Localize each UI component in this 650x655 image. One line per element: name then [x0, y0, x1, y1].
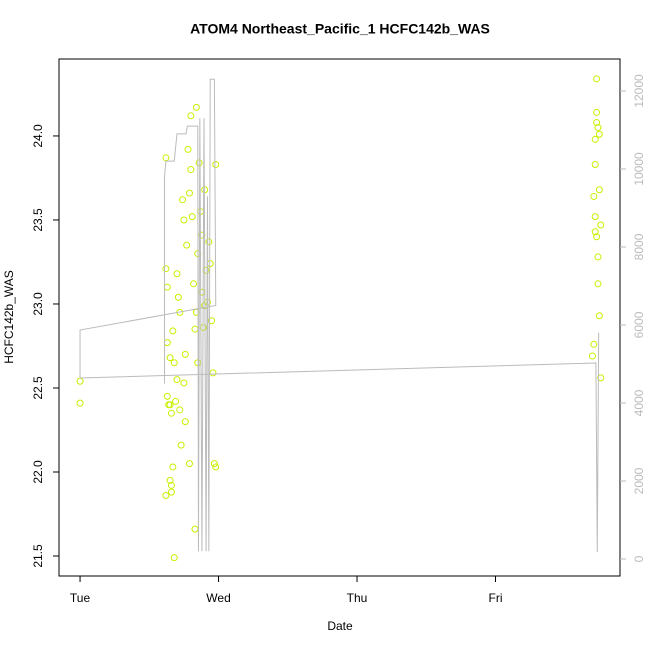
data-point: [184, 145, 192, 153]
data-point: [593, 108, 601, 116]
data-point: [181, 350, 189, 358]
data-point: [166, 401, 174, 409]
data-point: [76, 399, 84, 407]
data-point: [190, 280, 198, 288]
data-point: [185, 189, 193, 197]
data-point: [187, 112, 195, 120]
data-point: [180, 216, 188, 224]
y2-tick-label: 10000: [632, 152, 646, 186]
data-point: [208, 317, 216, 325]
data-point: [212, 463, 220, 471]
data-point: [588, 352, 596, 360]
data-point: [181, 418, 189, 426]
data-point: [185, 460, 193, 468]
data-point: [593, 75, 601, 83]
y2-tick-label: 12000: [632, 74, 646, 108]
y-tick-label: 22.5: [31, 376, 45, 400]
data-point: [187, 166, 195, 174]
data-point: [167, 409, 175, 417]
data-point: [169, 327, 177, 335]
data-point: [597, 374, 605, 382]
data-point: [195, 159, 203, 167]
data-point: [174, 293, 182, 301]
data-point: [162, 492, 170, 500]
y2-tick-label: 0: [632, 555, 646, 562]
data-point: [180, 379, 188, 387]
data-point: [177, 441, 185, 449]
data-point: [176, 406, 184, 414]
x-tick-label: Fri: [489, 591, 503, 605]
x-axis-label: Date: [327, 619, 353, 633]
y-tick-label: 24.0: [31, 124, 45, 148]
data-point: [183, 241, 191, 249]
data-point: [167, 488, 175, 496]
data-point: [167, 481, 175, 489]
data-point: [170, 359, 178, 367]
y-axis-label: HCFC142b_WAS: [2, 270, 16, 364]
x-tick-label: Tue: [70, 591, 91, 605]
data-point: [590, 340, 598, 348]
data-point: [172, 397, 180, 405]
data-point: [594, 253, 602, 261]
data-point: [591, 161, 599, 169]
plot-frame: [58, 58, 621, 577]
data-point: [170, 554, 178, 562]
data-point: [188, 213, 196, 221]
altitude-line: [79, 78, 600, 552]
data-point: [212, 161, 220, 169]
y-tick-label: 23.5: [31, 208, 45, 232]
data-point: [210, 460, 218, 468]
data-point: [593, 233, 601, 241]
y2-tick-label: 2000: [632, 467, 646, 494]
data-point: [590, 192, 598, 200]
y-tick-label: 22.0: [31, 460, 45, 484]
data-point: [163, 392, 171, 400]
data-point: [166, 476, 174, 484]
data-point: [594, 280, 602, 288]
y2-tick-label: 8000: [632, 233, 646, 260]
data-point: [595, 130, 603, 138]
x-tick-label: Wed: [206, 591, 230, 605]
data-point: [173, 376, 181, 384]
data-point: [166, 354, 174, 362]
data-point: [173, 270, 181, 278]
data-point: [595, 186, 603, 194]
data-point: [169, 463, 177, 471]
data-point: [591, 135, 599, 143]
data-point: [595, 312, 603, 320]
data-point: [591, 228, 599, 236]
data-point: [192, 103, 200, 111]
data-point: [179, 196, 187, 204]
data-point: [593, 119, 601, 127]
data-point: [591, 213, 599, 221]
y2-tick-label: 6000: [632, 311, 646, 338]
data-point: [594, 124, 602, 132]
y-tick-label: 21.5: [31, 544, 45, 568]
data-point: [162, 265, 170, 273]
chart-title: ATOM4 Northeast_Pacific_1 HCFC142b_WAS: [190, 21, 490, 37]
data-point: [209, 369, 217, 377]
x-tick-label: Thu: [347, 591, 368, 605]
data-point: [597, 221, 605, 229]
y2-tick-label: 4000: [632, 389, 646, 416]
y-tick-label: 23.0: [31, 292, 45, 316]
data-point: [205, 238, 213, 246]
